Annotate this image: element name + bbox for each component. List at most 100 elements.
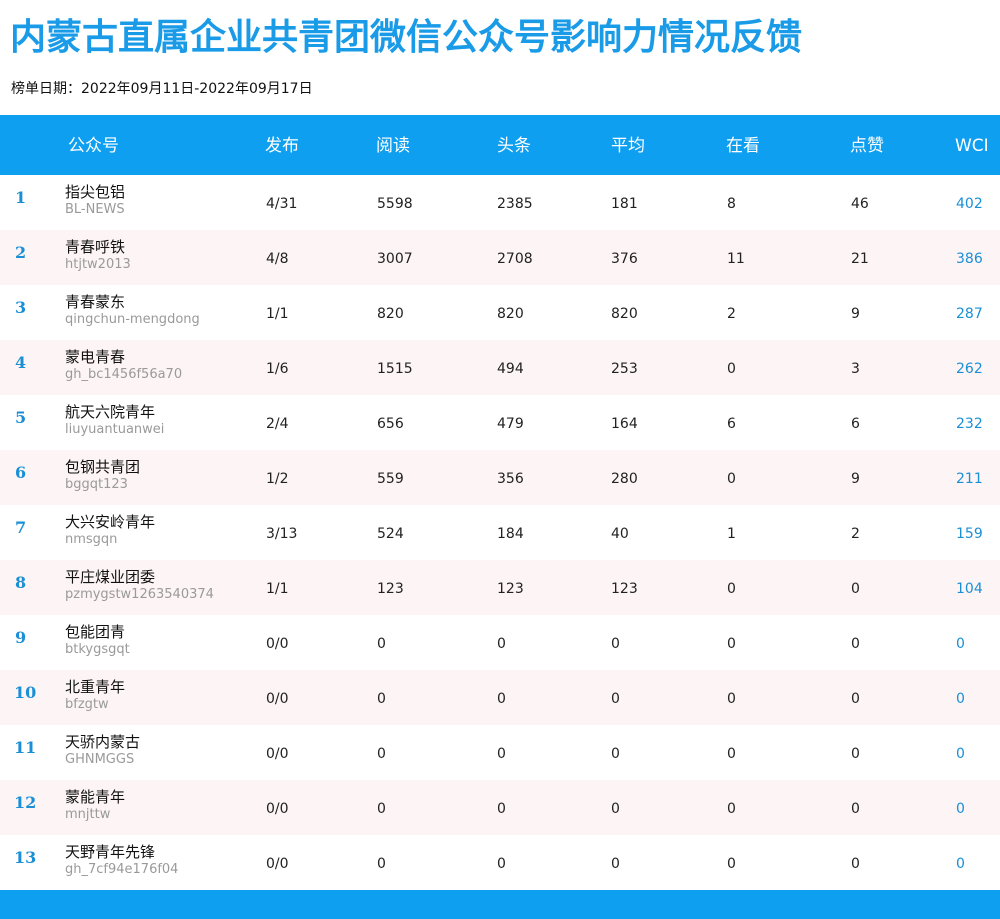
- average-cell: 820: [611, 306, 638, 322]
- table-row[interactable]: 13 天野青年先锋 gh_7cf94e176f04 0/0 0 0 0 0 0 0: [0, 835, 1000, 890]
- account-id: pzmygstw1263540374: [65, 587, 214, 602]
- headline-cell: 0: [497, 801, 506, 817]
- account-name[interactable]: 青春呼铁: [65, 238, 126, 256]
- reads-cell: 1515: [377, 361, 413, 377]
- column-header-average[interactable]: 平均: [611, 136, 645, 156]
- rank-number: 4: [15, 353, 27, 372]
- watching-cell: 0: [727, 471, 736, 487]
- average-cell: 164: [611, 416, 638, 432]
- average-cell: 0: [611, 856, 620, 872]
- publish-cell: 3/13: [266, 526, 298, 542]
- reads-cell: 524: [377, 526, 404, 542]
- table-row[interactable]: 12 蒙能青年 mnjttw 0/0 0 0 0 0 0 0: [0, 780, 1000, 835]
- rank-number: 13: [14, 848, 37, 867]
- account-name[interactable]: 指尖包铝: [65, 183, 126, 201]
- reads-cell: 0: [377, 746, 386, 762]
- column-header-account[interactable]: 公众号: [68, 136, 119, 156]
- table-row[interactable]: 5 航天六院青年 liuyuantuanwei 2/4 656 479 164 6 6 232: [0, 395, 1000, 450]
- column-header-publish[interactable]: 发布: [265, 136, 299, 156]
- rank-number: 12: [14, 793, 37, 812]
- table-row[interactable]: 8 平庄煤业团委 pzmygstw1263540374 1/1 123 123 123 0 0 1…: [0, 560, 1000, 615]
- table-row[interactable]: 6 包钢共青团 bggqt123 1/2 559 356 280 0 9 211: [0, 450, 1000, 505]
- table-row[interactable]: 11 天骄内蒙古 GHNMGGS 0/0 0 0 0 0 0 0: [0, 725, 1000, 780]
- ranking-table-body: 1 指尖包铝 BL-NEWS 4/31 5598 2385 181 8 46 402 2 青春呼铁 ht…: [0, 175, 1000, 890]
- account-id: liuyuantuanwei: [65, 422, 165, 437]
- page-title: 内蒙古直属企业共青团微信公众号影响力情况反馈: [10, 17, 803, 58]
- headline-cell: 2385: [497, 196, 533, 212]
- rank-number: 10: [14, 683, 37, 702]
- publish-cell: 1/6: [266, 361, 289, 377]
- likes-cell: 0: [851, 691, 860, 707]
- rank-number: 9: [15, 628, 27, 647]
- wci-cell: 402: [956, 196, 983, 212]
- publish-cell: 0/0: [266, 801, 289, 817]
- account-name[interactable]: 北重青年: [65, 678, 126, 696]
- headline-cell: 494: [497, 361, 524, 377]
- headline-cell: 820: [497, 306, 524, 322]
- account-name[interactable]: 青春蒙东: [65, 293, 126, 311]
- table-row[interactable]: 2 青春呼铁 htjtw2013 4/8 3007 2708 376 11 21 386: [0, 230, 1000, 285]
- account-id: bfzgtw: [65, 697, 109, 712]
- headline-cell: 0: [497, 856, 506, 872]
- headline-cell: 356: [497, 471, 524, 487]
- account-name[interactable]: 平庄煤业团委: [65, 568, 156, 586]
- average-cell: 0: [611, 746, 620, 762]
- date-range: 榜单日期：2022年09月11日-2022年09月17日: [11, 81, 313, 97]
- wci-cell: 0: [956, 856, 965, 872]
- account-id: qingchun-mengdong: [65, 312, 200, 327]
- table-row[interactable]: 10 北重青年 bfzgtw 0/0 0 0 0 0 0 0: [0, 670, 1000, 725]
- wci-cell: 287: [956, 306, 983, 322]
- column-header-watching[interactable]: 在看: [726, 136, 760, 156]
- likes-cell: 46: [851, 196, 869, 212]
- column-header-likes[interactable]: 点赞: [850, 136, 884, 156]
- headline-cell: 2708: [497, 251, 533, 267]
- account-name[interactable]: 包能团青: [65, 623, 126, 641]
- wci-cell: 0: [956, 801, 965, 817]
- watching-cell: 2: [727, 306, 736, 322]
- column-header-headline[interactable]: 头条: [497, 136, 531, 156]
- likes-cell: 0: [851, 746, 860, 762]
- rank-number: 1: [15, 188, 27, 207]
- publish-cell: 0/0: [266, 746, 289, 762]
- rank-number: 11: [14, 738, 37, 757]
- likes-cell: 2: [851, 526, 860, 542]
- headline-cell: 0: [497, 636, 506, 652]
- watching-cell: 0: [727, 856, 736, 872]
- likes-cell: 0: [851, 636, 860, 652]
- average-cell: 0: [611, 801, 620, 817]
- watching-cell: 0: [727, 801, 736, 817]
- table-row[interactable]: 7 大兴安岭青年 nmsgqn 3/13 524 184 40 1 2 159: [0, 505, 1000, 560]
- account-name[interactable]: 航天六院青年: [65, 403, 156, 421]
- rank-number: 8: [15, 573, 27, 592]
- account-name[interactable]: 天野青年先锋: [65, 843, 156, 861]
- publish-cell: 2/4: [266, 416, 289, 432]
- wci-cell: 211: [956, 471, 983, 487]
- account-name[interactable]: 蒙电青春: [65, 348, 126, 366]
- column-header-reads[interactable]: 阅读: [376, 136, 410, 156]
- account-id: htjtw2013: [65, 257, 131, 272]
- rank-number: 7: [15, 518, 27, 537]
- watching-cell: 0: [727, 746, 736, 762]
- watching-cell: 0: [727, 691, 736, 707]
- reads-cell: 0: [377, 691, 386, 707]
- table-row[interactable]: 3 青春蒙东 qingchun-mengdong 1/1 820 820 820 2 9 287: [0, 285, 1000, 340]
- headline-cell: 123: [497, 581, 524, 597]
- account-name[interactable]: 蒙能青年: [65, 788, 126, 806]
- wci-cell: 104: [956, 581, 983, 597]
- account-id: bggqt123: [65, 477, 128, 492]
- headline-cell: 0: [497, 691, 506, 707]
- table-row[interactable]: 9 包能团青 btkygsgqt 0/0 0 0 0 0 0 0: [0, 615, 1000, 670]
- account-name[interactable]: 大兴安岭青年: [65, 513, 156, 531]
- likes-cell: 0: [851, 856, 860, 872]
- average-cell: 376: [611, 251, 638, 267]
- wci-cell: 0: [956, 691, 965, 707]
- column-header-wci[interactable]: WCI: [955, 136, 989, 156]
- table-header: 公众号 发布 阅读 头条 平均 在看 点赞 WCI: [0, 115, 1000, 175]
- account-name[interactable]: 天骄内蒙古: [65, 733, 141, 751]
- table-row[interactable]: 4 蒙电青春 gh_bc1456f56a70 1/6 1515 494 253 0 3 262: [0, 340, 1000, 395]
- table-row[interactable]: 1 指尖包铝 BL-NEWS 4/31 5598 2385 181 8 46 402: [0, 175, 1000, 230]
- account-name[interactable]: 包钢共青团: [65, 458, 141, 476]
- wci-cell: 0: [956, 746, 965, 762]
- publish-cell: 4/8: [266, 251, 289, 267]
- reads-cell: 0: [377, 801, 386, 817]
